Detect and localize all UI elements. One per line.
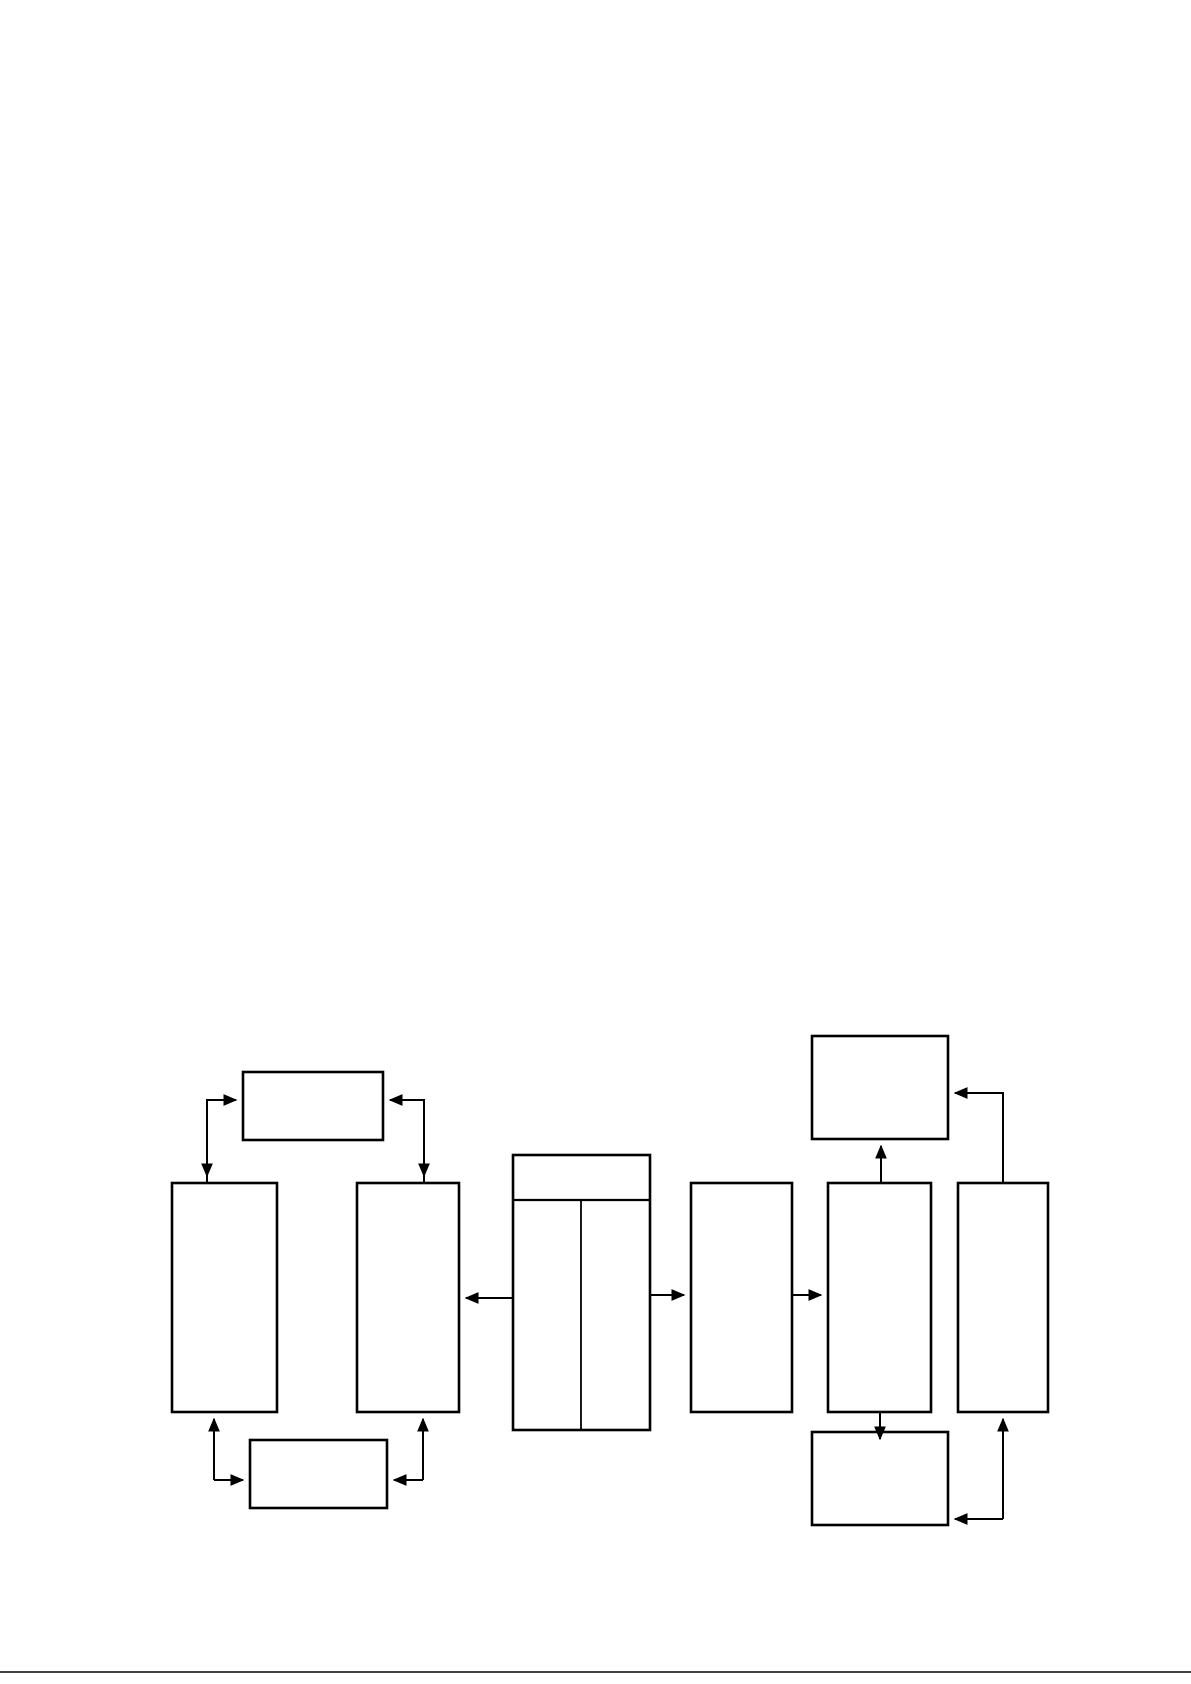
node-right-top-wide[interactable] bbox=[810, 1034, 950, 1141]
node-right-bottom-wide[interactable] bbox=[810, 1430, 950, 1527]
node-center-split-tall[interactable] bbox=[511, 1153, 652, 1432]
node-far-right-tall[interactable] bbox=[956, 1181, 1050, 1414]
edge-far-right-to-right-top bbox=[953, 1087, 1004, 1183]
node-right-center-tall[interactable] bbox=[826, 1181, 933, 1414]
node-left-top-wide[interactable] bbox=[241, 1070, 385, 1142]
node-left-inner-tall[interactable] bbox=[355, 1181, 461, 1414]
node-mid-right-tall[interactable] bbox=[689, 1181, 794, 1414]
edge-left-inner-to-top bbox=[388, 1094, 425, 1183]
edge-left-outer-to-top bbox=[206, 1094, 238, 1183]
node-left-bottom-wide[interactable] bbox=[248, 1438, 389, 1510]
node-left-outer-tall[interactable] bbox=[170, 1181, 279, 1414]
